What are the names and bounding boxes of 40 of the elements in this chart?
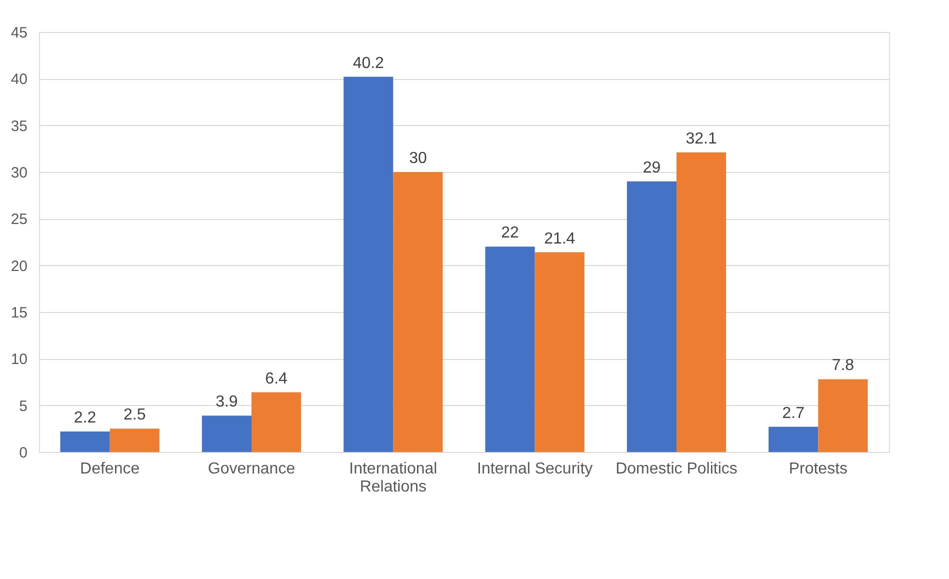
x-tick-label: Internal Security [477,460,593,478]
y-tick-label: 45 [10,24,28,42]
y-tick-label: 20 [10,258,28,275]
data-label: 30 [409,150,427,167]
x-tick-label: Protests [788,460,848,478]
x-tick-label: Defence [80,460,140,478]
y-tick-label: 10 [10,351,28,368]
data-label: 2.2 [74,409,96,426]
y-tick-label: 5 [19,398,28,415]
x-tick-label: Governance [208,460,296,478]
y-tick-label: 40 [10,71,28,88]
bar [393,172,443,452]
bar [252,392,302,452]
data-label: 6.4 [265,370,288,388]
bar [768,426,818,452]
data-label: 3.9 [216,394,238,411]
bar [344,76,394,452]
data-label: 2.5 [124,406,146,424]
bar [818,379,868,452]
x-tick-label: Domestic Politics [616,460,738,478]
y-tick-label: 35 [10,118,28,135]
bar [626,181,676,452]
data-label: 29 [642,159,661,176]
data-label: 32.1 [686,130,717,148]
x-tick-label: International Relations [349,460,438,496]
bar [202,416,252,452]
y-tick-label: 25 [10,211,28,228]
y-tick-label: 30 [10,164,28,182]
data-label: 7.8 [832,357,854,374]
bar [485,246,535,452]
bar [110,428,160,452]
data-label: 22 [501,224,520,242]
y-tick-label: 15 [10,304,28,322]
data-label: 21.4 [544,230,576,248]
bar [60,431,110,452]
data-label: 40.2 [352,54,384,72]
data-label: 2.7 [782,404,805,422]
bar [534,252,584,452]
y-tick-label: 0 [19,444,28,462]
bar [676,152,726,452]
